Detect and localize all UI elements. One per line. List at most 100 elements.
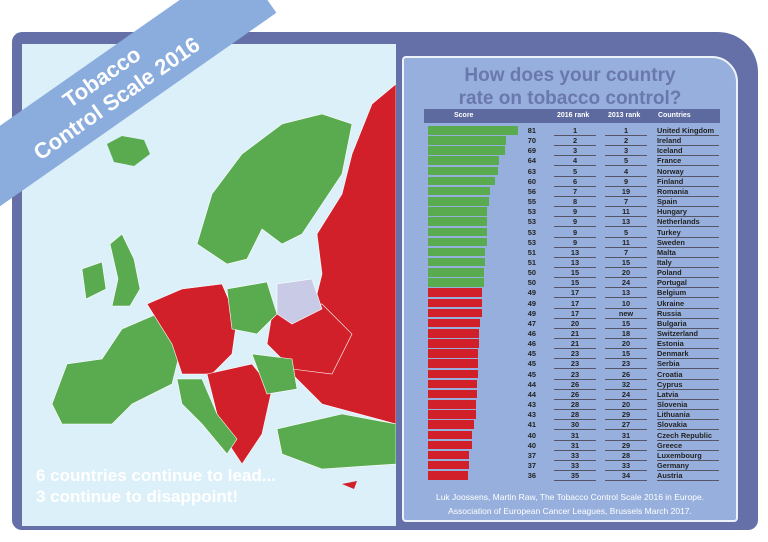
rank-2016: 2 [554,136,596,147]
table-row: 55 8 7 Spain [424,196,720,208]
table-row: 45 23 26 Croatia [424,369,720,380]
table-row: 50 15 20 Poland [424,267,720,279]
score-value: 40 [527,430,536,440]
country-name: Poland [657,268,719,279]
score-value: 81 [527,126,536,135]
rank-2013: 23 [605,359,647,370]
rank-2013: 4 [605,167,647,177]
table-row: 51 13 7 Malta [424,247,720,258]
score-value: 45 [527,359,536,369]
rank-2016: 17 [554,309,596,319]
rank-2016: 28 [554,410,596,421]
table-row: 69 3 3 Iceland [424,145,720,157]
table-row: 49 17 13 Belgium [424,287,720,299]
score-bar [428,379,477,389]
table-row: 63 5 4 Norway [424,166,720,177]
table-row: 81 1 1 United Kingdom [424,125,720,136]
country-name: Portugal [657,278,719,289]
rank-2016: 7 [554,187,596,197]
country-name: Spain [657,197,719,208]
score-value: 45 [527,369,536,379]
score-value: 47 [527,318,536,328]
rank-2013: 5 [605,228,647,238]
summary-message: 6 countries continue to lead... 3 contin… [36,465,276,507]
rank-2016: 15 [554,268,596,279]
score-value: 49 [527,298,536,308]
table-row: 40 31 29 Greece [424,440,720,451]
rank-2013: 29 [605,441,647,451]
score-bar [428,410,476,419]
country-name: Iceland [657,146,719,157]
table-row: 36 35 34 Austria [424,470,720,482]
rank-2013: 28 [605,451,647,461]
rank-2016: 26 [554,390,596,400]
rank-2016: 3 [554,146,596,157]
score-bar [428,268,484,277]
rank-2013: 15 [605,319,647,329]
score-value: 49 [527,288,536,298]
score-bar [428,400,476,409]
rank-2016: 31 [554,441,596,451]
score-value: 46 [527,329,536,338]
score-bar [428,420,474,429]
country-name: United Kingdom [657,126,719,136]
table-row: 51 13 15 Italy [424,257,720,268]
rank-2016: 9 [554,228,596,238]
table-row: 43 28 20 Slovenia [424,399,720,411]
summary-line-1: 6 countries continue to lead... [36,466,276,485]
score-bar [428,308,483,318]
country-name: Austria [657,471,719,482]
table-row: 46 21 20 Estonia [424,338,720,350]
score-value: 40 [527,440,536,450]
map-region-iceland [107,136,150,166]
score-value: 37 [527,460,536,470]
map-region-poland [226,281,278,335]
country-name: Ukraine [657,299,719,309]
map-region-uk [109,233,141,307]
score-bar [428,217,487,226]
score-bar [428,329,480,338]
country-name: Sweden [657,238,719,248]
header-rank-2013: 2013 rank [608,112,641,119]
score-value: 60 [527,176,536,186]
table-row: 37 33 33 Germany [424,460,720,471]
rank-2016: 13 [554,248,596,258]
score-bar [428,318,481,328]
score-value: 50 [527,268,536,278]
table-row: 45 23 23 Serbia [424,358,720,370]
table-row: 56 7 19 Romania [424,186,720,197]
score-bar [428,146,505,155]
rank-2016: 26 [554,380,596,390]
rank-2013: 10 [605,299,647,309]
rank-2013: 2 [605,136,647,147]
score-value: 45 [527,349,536,359]
rank-2013: 11 [605,207,647,218]
table-row: 49 17 10 Ukraine [424,298,720,309]
map-region-nodata [276,278,323,325]
score-value: 56 [527,186,536,196]
summary-line-2: 3 continue to disappoint! [36,487,239,506]
rank-2016: 5 [554,167,596,177]
rank-2016: 23 [554,370,596,380]
score-value: 53 [527,207,536,217]
country-name: Luxembourg [657,451,719,461]
rank-2013: 20 [605,400,647,411]
country-name: Estonia [657,339,719,350]
table-row: 47 20 15 Bulgaria [424,318,720,329]
score-bar [428,339,480,348]
score-bar [428,176,495,186]
score-value: 64 [527,156,536,166]
map-region-italy [176,378,238,455]
table-row: 41 30 27 Slovakia [424,419,720,431]
rank-2013: 13 [605,288,647,299]
score-value: 44 [527,379,536,389]
map-region-scandinavia [196,113,353,265]
score-value: 43 [527,410,536,420]
ranking-panel: How does your country rate on tobacco co… [402,56,738,522]
table-row: 60 6 9 Finland [424,176,720,187]
table-row: 53 9 11 Hungary [424,206,720,218]
table-header: Score 2016 rank 2013 rank Countries [424,109,720,123]
country-name: Belgium [657,288,719,299]
panel-title: How does your country rate on tobacco co… [404,64,736,110]
rank-2016: 9 [554,217,596,228]
